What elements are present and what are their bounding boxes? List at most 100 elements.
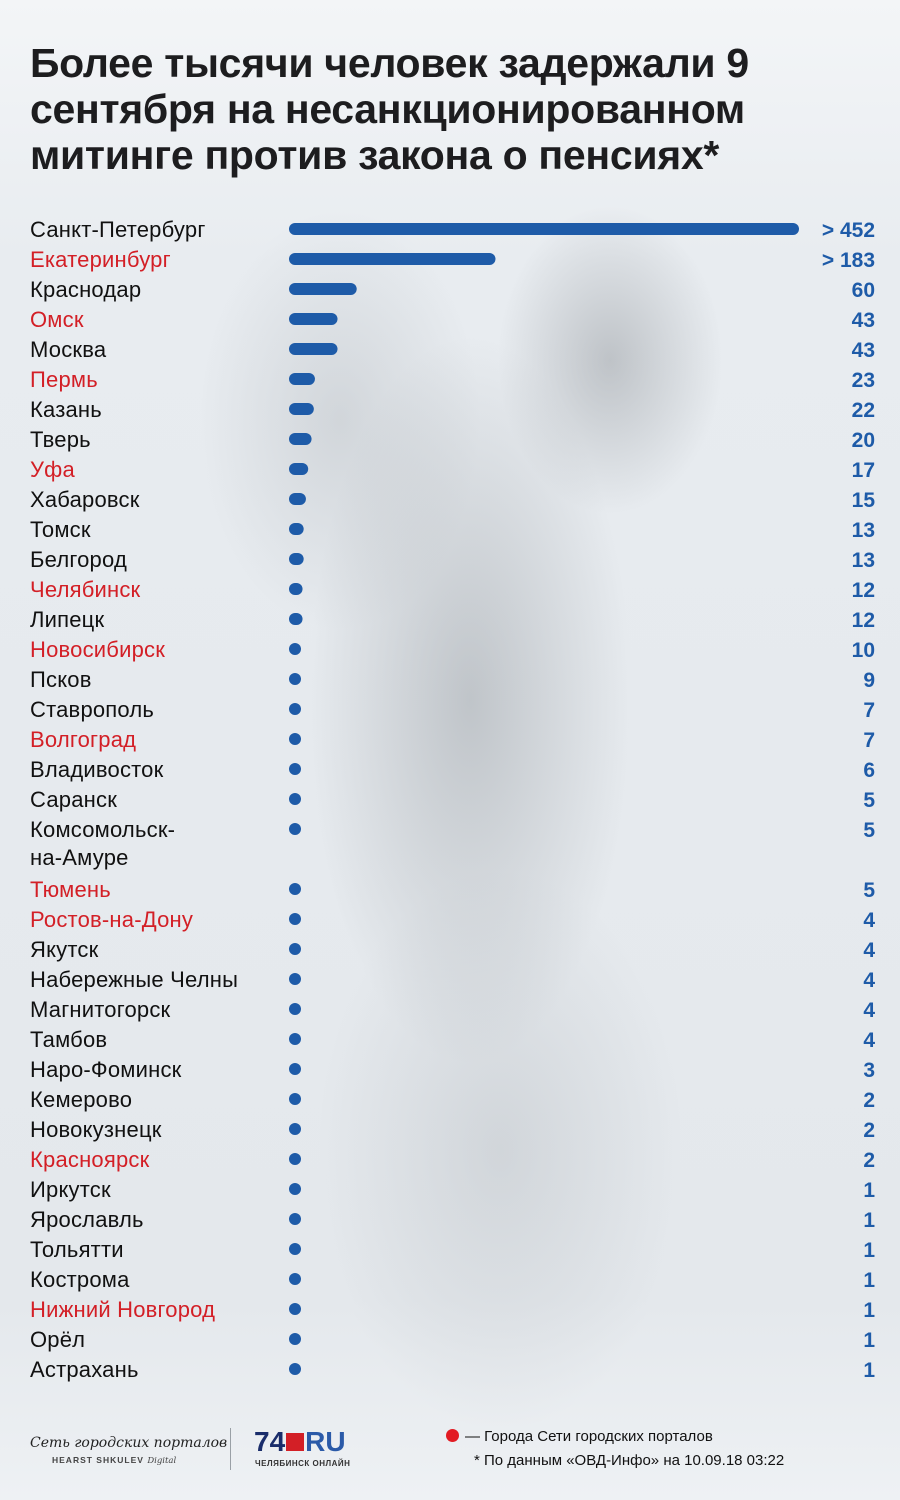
bar — [289, 943, 301, 955]
value-label: 15 — [852, 489, 876, 512]
value-label: 12 — [852, 579, 875, 602]
city-label: Астрахань — [30, 1357, 139, 1382]
bar — [289, 613, 303, 625]
source-note: * По данным «ОВД-Инфо» на 10.09.18 03:22 — [474, 1452, 785, 1469]
value-label: 60 — [852, 279, 875, 302]
value-label: 5 — [863, 819, 875, 842]
value-label: 1 — [863, 1299, 875, 1322]
value-label: 12 — [852, 609, 875, 632]
value-label: 2 — [863, 1149, 875, 1172]
value-label: > 452 — [822, 219, 875, 242]
value-label: 4 — [863, 969, 875, 992]
city-label: Новокузнецк — [30, 1117, 162, 1142]
network-logo-sub: HEARST SHKULEV Digital — [52, 1455, 176, 1466]
value-label: 20 — [852, 429, 875, 452]
city-label: Москва — [30, 337, 107, 362]
value-label: > 183 — [822, 249, 875, 272]
city-label: Уфа — [30, 457, 75, 482]
city-label: Липецк — [30, 607, 104, 632]
footer: Сеть городских порталов HEARST SHKULEV D… — [0, 1420, 900, 1500]
city-label: Ростов-на-Дону — [30, 907, 193, 932]
city-label: Наро-Фоминск — [30, 1057, 182, 1082]
city-label: Краснодар — [30, 277, 141, 302]
bar — [289, 343, 338, 355]
value-label: 1 — [863, 1329, 875, 1352]
bar — [289, 1033, 301, 1045]
value-label: 7 — [863, 699, 875, 722]
value-label: 10 — [852, 639, 875, 662]
value-label: 23 — [852, 369, 875, 392]
74ru-logo: 74 RU — [254, 1426, 346, 1458]
city-label: Пермь — [30, 367, 98, 392]
city-label: Красноярск — [30, 1147, 150, 1172]
value-label: 1 — [863, 1209, 875, 1232]
bar — [289, 1093, 301, 1105]
network-logo-sub-digital: Digital — [147, 1456, 177, 1466]
value-label: 22 — [852, 399, 875, 422]
bar — [289, 913, 301, 925]
city-label: Хабаровск — [30, 487, 140, 512]
74ru-logo-square-icon — [286, 1433, 305, 1451]
city-label: Санкт-Петербург — [30, 217, 206, 242]
bar — [289, 703, 301, 715]
value-label: 1 — [863, 1239, 875, 1262]
value-label: 43 — [852, 339, 875, 362]
value-label: 4 — [863, 999, 875, 1022]
city-label: Саранск — [30, 787, 117, 812]
bar — [289, 1333, 301, 1345]
bar — [289, 313, 338, 325]
value-label: 7 — [863, 729, 875, 752]
value-label: 9 — [863, 669, 875, 692]
value-label: 13 — [852, 549, 875, 572]
bar — [289, 253, 496, 265]
bar — [289, 733, 301, 745]
value-label: 5 — [863, 879, 875, 902]
value-label: 43 — [852, 309, 875, 332]
city-label: Тольятти — [30, 1237, 124, 1262]
bar — [289, 1273, 301, 1285]
value-label: 17 — [852, 459, 875, 482]
bar — [289, 1123, 301, 1135]
city-label: Комсомольск-на-Амуре — [30, 817, 175, 870]
bar — [289, 1003, 301, 1015]
bar — [289, 223, 799, 235]
bar — [289, 583, 303, 595]
city-label: Набережные Челны — [30, 967, 238, 992]
city-label: Тамбов — [30, 1027, 107, 1052]
network-logo-sub-brand: HEARST SHKULEV — [52, 1455, 144, 1465]
bar — [289, 1213, 301, 1225]
bar — [289, 463, 309, 475]
bar — [289, 1363, 301, 1375]
city-label: Якутск — [30, 937, 99, 962]
74ru-logo-ru: RU — [305, 1426, 346, 1457]
city-label: Кострома — [30, 1267, 130, 1292]
value-label: 2 — [863, 1119, 875, 1142]
bar — [289, 1063, 301, 1075]
bar — [289, 793, 301, 805]
legend-text: — Города Сети городских порталов — [465, 1428, 713, 1445]
value-label: 6 — [863, 759, 875, 782]
city-label: Тюмень — [30, 877, 111, 902]
city-label: Челябинск — [30, 577, 141, 602]
city-label: Псков — [30, 667, 92, 692]
city-label: Белгород — [30, 547, 127, 572]
bar — [289, 763, 301, 775]
bar — [289, 1183, 301, 1195]
bar — [289, 373, 315, 385]
bar — [289, 673, 301, 685]
bar — [289, 1243, 301, 1255]
bar — [289, 643, 301, 655]
logo-divider — [230, 1428, 231, 1470]
bar — [289, 433, 312, 445]
bar — [289, 403, 314, 415]
city-label: Волгоград — [30, 727, 136, 752]
city-label: Магнитогорск — [30, 997, 171, 1022]
city-label: Казань — [30, 397, 102, 422]
city-label: Екатеринбург — [30, 247, 171, 272]
value-label: 3 — [863, 1059, 875, 1082]
value-label: 4 — [863, 939, 875, 962]
bar — [289, 493, 306, 505]
network-logo: Сеть городских порталов — [30, 1435, 228, 1451]
